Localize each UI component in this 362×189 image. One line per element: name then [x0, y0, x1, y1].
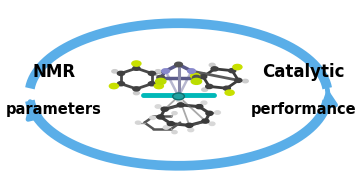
- Circle shape: [173, 93, 184, 100]
- Circle shape: [199, 75, 207, 79]
- Circle shape: [148, 71, 155, 75]
- Circle shape: [191, 78, 202, 84]
- Circle shape: [206, 111, 213, 115]
- Circle shape: [202, 119, 209, 123]
- Circle shape: [172, 112, 177, 115]
- Circle shape: [155, 70, 161, 73]
- Circle shape: [134, 91, 139, 95]
- Circle shape: [196, 105, 203, 109]
- Circle shape: [150, 116, 156, 119]
- Circle shape: [112, 70, 118, 73]
- Circle shape: [223, 86, 230, 90]
- Circle shape: [161, 107, 168, 111]
- Circle shape: [225, 90, 234, 95]
- Circle shape: [109, 83, 118, 89]
- Circle shape: [157, 75, 165, 80]
- Circle shape: [177, 103, 184, 107]
- Circle shape: [163, 126, 169, 129]
- Circle shape: [135, 121, 140, 124]
- Circle shape: [156, 78, 166, 84]
- Circle shape: [215, 111, 220, 114]
- Circle shape: [133, 87, 140, 91]
- Circle shape: [186, 123, 193, 127]
- Circle shape: [191, 73, 200, 79]
- Circle shape: [206, 84, 213, 88]
- Text: parameters: parameters: [6, 102, 102, 117]
- Circle shape: [157, 115, 164, 119]
- Text: NMR: NMR: [32, 63, 75, 81]
- Circle shape: [132, 61, 141, 66]
- Circle shape: [117, 82, 125, 86]
- Circle shape: [188, 69, 195, 73]
- Circle shape: [209, 63, 215, 67]
- Circle shape: [201, 101, 207, 105]
- Circle shape: [167, 122, 174, 126]
- Text: Catalytic: Catalytic: [262, 63, 345, 81]
- Circle shape: [211, 67, 218, 71]
- Circle shape: [235, 78, 242, 82]
- Circle shape: [229, 69, 236, 73]
- Circle shape: [243, 79, 248, 83]
- Text: performance: performance: [251, 102, 356, 117]
- Circle shape: [176, 99, 182, 102]
- Circle shape: [209, 122, 215, 125]
- Circle shape: [133, 66, 140, 70]
- Circle shape: [175, 62, 182, 67]
- Circle shape: [188, 128, 194, 132]
- Circle shape: [202, 88, 207, 91]
- Circle shape: [162, 69, 169, 73]
- Circle shape: [154, 83, 163, 89]
- Circle shape: [233, 64, 242, 70]
- Circle shape: [148, 82, 155, 86]
- Circle shape: [193, 75, 200, 80]
- Circle shape: [155, 105, 161, 108]
- Circle shape: [172, 131, 177, 134]
- Circle shape: [117, 71, 125, 75]
